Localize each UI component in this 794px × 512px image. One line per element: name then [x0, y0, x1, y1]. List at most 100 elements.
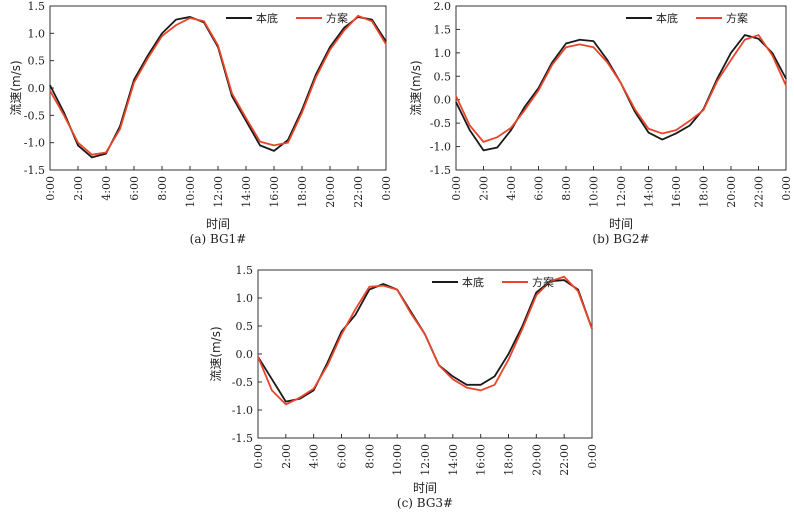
- y-axis-label: 流速(m/s): [9, 60, 23, 115]
- plot-frame: [455, 5, 787, 171]
- data-point-s2: [410, 313, 412, 315]
- data-point-s1: [524, 106, 526, 108]
- x-axis-label: 时间: [206, 217, 230, 231]
- y-tick-label: 0.5: [28, 55, 46, 68]
- y-tick-label: 1.5: [236, 264, 254, 277]
- data-point-s2: [771, 54, 773, 56]
- data-point-s1: [661, 138, 663, 141]
- data-point-s1: [744, 34, 746, 36]
- data-point-s2: [357, 15, 359, 17]
- data-point-s2: [482, 141, 485, 143]
- x-tick-label: 10:00: [588, 176, 601, 208]
- x-tick-label: 20:00: [725, 176, 738, 208]
- x-axis-label: 时间: [413, 481, 437, 495]
- y-tick-label: 1.0: [28, 27, 46, 40]
- data-point-s2: [521, 328, 524, 330]
- data-point-s1: [634, 110, 636, 113]
- x-tick-label: 18:00: [503, 444, 516, 476]
- data-point-s2: [299, 397, 301, 399]
- y-tick-label: 0.0: [434, 94, 452, 107]
- legend-label-1: 本底: [256, 11, 278, 25]
- data-point-s2: [551, 63, 553, 66]
- x-tick-label: 10:00: [184, 176, 197, 208]
- data-point-s2: [329, 49, 331, 51]
- data-point-s1: [49, 84, 51, 86]
- data-point-s1: [771, 52, 773, 54]
- data-point-s1: [455, 101, 457, 103]
- chart-panel-2: -1.5 -1.0 -0.5 0.0 0.5 1.0 1.5 2.0 0:00 2:00 4:00 6…: [409, 0, 793, 246]
- data-point-s1: [273, 150, 275, 152]
- data-point-s2: [510, 127, 512, 129]
- data-point-s2: [217, 44, 219, 46]
- data-point-s1: [371, 19, 373, 21]
- data-point-s1: [579, 39, 581, 41]
- data-point-s2: [245, 117, 247, 119]
- x-tick-label: 18:00: [296, 176, 309, 208]
- data-point-s2: [91, 154, 93, 156]
- x-tick-label: 8:00: [363, 444, 376, 469]
- y-axis-label: 流速(m/s): [209, 326, 223, 381]
- y-tick-label: -1.0: [24, 137, 45, 150]
- data-point-s2: [315, 76, 317, 78]
- data-point-s2: [592, 46, 595, 48]
- y-tick-label: 0.5: [236, 320, 254, 333]
- data-point-s2: [285, 403, 287, 405]
- data-point-s1: [313, 389, 315, 391]
- series-line-2: [455, 34, 787, 143]
- data-point-s1: [592, 40, 595, 42]
- data-point-s1: [563, 279, 565, 281]
- data-point-s2: [452, 378, 454, 380]
- data-point-s1: [231, 95, 233, 97]
- x-tick-label: 4:00: [100, 176, 113, 201]
- data-point-s2: [301, 112, 303, 114]
- data-point-s2: [77, 142, 79, 144]
- x-tick-label: 8:00: [156, 176, 169, 201]
- data-point-s1: [271, 378, 273, 380]
- x-tick-label: 0:00: [780, 176, 793, 201]
- data-point-s1: [466, 384, 468, 386]
- chart-caption: (c) BG3#: [397, 496, 453, 510]
- data-point-s1: [482, 149, 485, 151]
- y-tick-label: -1.5: [24, 164, 45, 177]
- x-tick-label: 20:00: [324, 176, 337, 208]
- x-tick-label: 2:00: [280, 444, 293, 469]
- x-axis-label: 时间: [609, 217, 633, 231]
- data-point-s1: [245, 120, 247, 122]
- data-point-s2: [455, 95, 457, 97]
- y-tick-label: 1.5: [28, 0, 46, 13]
- data-point-s1: [175, 19, 177, 21]
- series-line-2: [257, 275, 593, 406]
- data-point-s2: [175, 24, 177, 26]
- data-point-s1: [382, 283, 384, 285]
- data-point-s1: [535, 291, 537, 293]
- data-point-s1: [91, 156, 93, 159]
- y-tick-label: -0.5: [24, 109, 45, 122]
- y-tick-label: -0.5: [232, 376, 253, 389]
- legend-label-2: 方案: [726, 11, 748, 25]
- x-tick-label: 12:00: [615, 176, 628, 208]
- data-point-s2: [343, 30, 345, 32]
- data-point-s1: [606, 59, 608, 61]
- chart-caption: (a) BG1#: [190, 232, 247, 246]
- data-point-s2: [537, 89, 540, 91]
- x-tick-label: 2:00: [72, 176, 85, 201]
- data-point-s1: [452, 375, 454, 377]
- data-point-s2: [689, 120, 691, 122]
- data-point-s2: [661, 132, 663, 135]
- data-point-s1: [285, 401, 287, 403]
- x-tick-label: 20:00: [530, 444, 543, 476]
- legend-label-1: 本底: [462, 275, 484, 289]
- data-point-s2: [313, 388, 315, 390]
- data-point-s2: [507, 359, 510, 361]
- x-tick-label: 0:00: [252, 444, 265, 469]
- x-tick-label: 12:00: [212, 176, 225, 208]
- data-point-s1: [689, 124, 691, 127]
- data-point-s2: [466, 387, 468, 389]
- x-tick-label: 14:00: [643, 176, 656, 208]
- x-tick-label: 6:00: [336, 444, 349, 469]
- data-point-s1: [565, 42, 567, 45]
- legend-label-2: 方案: [326, 11, 348, 25]
- x-tick-label: 2:00: [478, 176, 491, 201]
- data-point-s1: [757, 38, 760, 40]
